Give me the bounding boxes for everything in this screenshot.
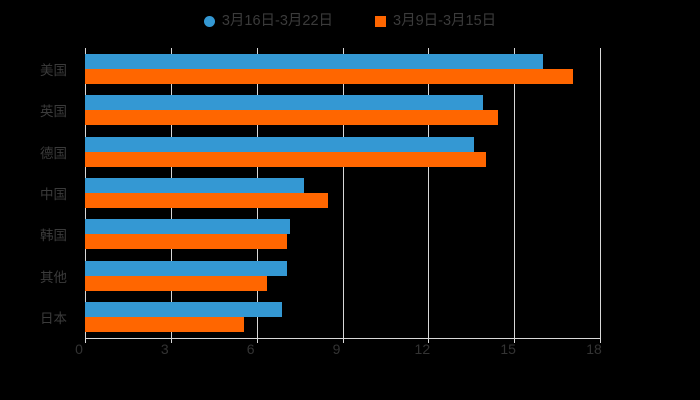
y-axis-tick-label: 美国	[40, 62, 67, 78]
legend-square-icon	[375, 15, 387, 27]
x-axis-tick	[514, 338, 516, 343]
x-axis-tick-label: 12	[414, 341, 431, 357]
bar[interactable]	[85, 151, 486, 167]
x-axis-tick-label: 6	[246, 341, 255, 357]
bar[interactable]	[85, 275, 267, 291]
legend-entry[interactable]: 3月9日-3月15日	[375, 14, 496, 29]
x-axis-tick	[600, 338, 601, 343]
legend-circle-icon	[203, 15, 215, 27]
gridline	[342, 48, 344, 338]
bar[interactable]	[85, 53, 543, 69]
legend-label: 3月9日-3月15日	[393, 12, 497, 29]
bar[interactable]	[85, 136, 475, 152]
y-axis-tick-label: 其他	[40, 269, 67, 285]
y-axis-tick-label: 日本	[40, 311, 67, 327]
chart-legend: 3月16日-3月22日 3月9日-3月15日	[0, 8, 700, 34]
x-axis-tick	[342, 338, 344, 343]
y-axis-labels: 美国英国德国中国韩国其他日本	[0, 48, 75, 338]
bar[interactable]	[85, 302, 283, 318]
bar[interactable]	[85, 178, 304, 193]
legend-entry[interactable]: 3月16日-3月22日	[203, 12, 334, 29]
gridline	[514, 48, 516, 338]
bar[interactable]	[85, 110, 499, 126]
x-axis-tick-label: 15	[500, 341, 516, 357]
x-axis-tick	[170, 338, 172, 343]
bar[interactable]	[85, 317, 244, 333]
y-axis-tick-label: 德国	[40, 145, 67, 161]
x-axis-tick-label: 3	[160, 341, 169, 357]
bar[interactable]	[85, 68, 573, 84]
x-axis-tick	[428, 338, 430, 343]
legend-label: 3月16日-3月22日	[221, 12, 334, 29]
x-axis-tick	[256, 338, 258, 343]
y-axis-tick-label: 中国	[40, 187, 67, 202]
bar[interactable]	[85, 219, 290, 235]
y-axis-tick-label: 英国	[40, 104, 67, 120]
x-axis-tick-label: 18	[586, 341, 602, 357]
x-axis-tick-label: 9	[332, 341, 341, 357]
x-axis-tick	[85, 338, 86, 343]
y-axis-tick-label: 韩国	[40, 228, 67, 244]
plot-area	[85, 48, 601, 338]
bar[interactable]	[85, 260, 287, 276]
bar[interactable]	[85, 95, 483, 111]
bar[interactable]	[85, 193, 329, 208]
gridline	[600, 48, 601, 338]
bar[interactable]	[85, 234, 287, 250]
x-axis-tick-label: 0	[75, 341, 83, 357]
gridline	[428, 48, 430, 338]
